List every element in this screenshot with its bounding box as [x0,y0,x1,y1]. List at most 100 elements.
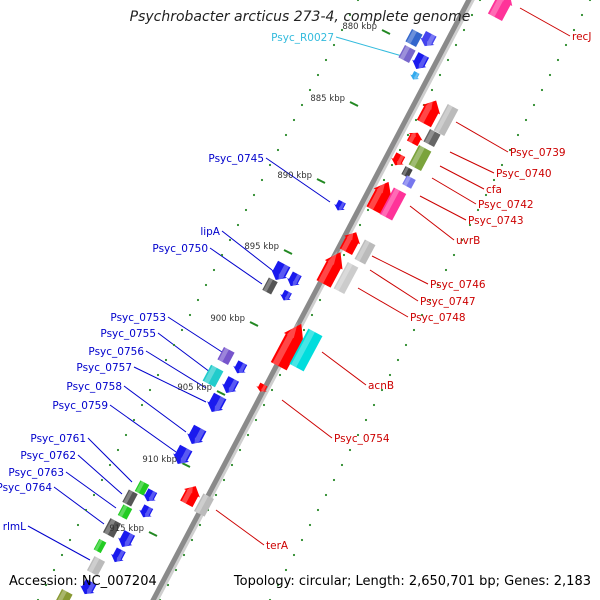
right-gene-label: Psyc_0739 [510,147,566,159]
track-dot [492,178,496,182]
track-dot [446,58,450,62]
reverse-gene [412,52,430,71]
feature-body [118,530,136,548]
feature-highlight [291,329,315,368]
track-dot [302,328,306,332]
feature-body [487,0,513,21]
track-dot [564,43,568,47]
feature-highlight [228,379,238,395]
reverse-gene [134,480,150,496]
track-dot [404,343,408,347]
leader-line [157,332,211,373]
forward-gene [180,484,200,508]
feature-body [233,360,248,374]
forward-gene [433,103,459,137]
leader-line [53,486,105,525]
feature-highlight [381,188,400,218]
feature-body [402,175,416,189]
feature-body [86,556,106,576]
feature-body [366,181,392,214]
reverse-gene [262,277,278,295]
track-dot [380,388,384,392]
reverse-gene [80,579,97,596]
left-gene-label: Psyc_0763 [8,467,64,479]
feature-body [143,488,158,502]
feature-highlight [278,264,289,282]
left-gene-label: Psyc_0745 [208,153,264,165]
track-dot [276,148,280,152]
track-dot [540,88,544,92]
track-dot [308,88,312,92]
feature-body [139,504,154,518]
track-dot [332,43,336,47]
feature-highlight [418,98,434,124]
right-gene-label: Psyc_0743 [468,215,524,227]
track-dot [324,58,328,62]
feature-body [202,364,224,388]
feature-body [287,271,302,287]
left-gene-label: Psyc_0764 [0,482,52,494]
feature-body [117,504,133,520]
reverse-gene [173,444,193,466]
feature-body [262,277,278,295]
feature-highlight [368,180,386,210]
forward-gene [401,166,413,178]
track-dot [316,508,320,512]
feature-highlight [239,362,247,375]
feature-highlight [204,365,217,384]
track-dot [364,418,368,422]
forward-gene [256,382,268,393]
track-dot [342,253,346,257]
track-dot [462,28,466,32]
feature-highlight [116,549,125,564]
leader-line [335,36,403,57]
track-dot [156,373,160,377]
forward-gene [391,152,406,167]
feature-body [194,493,214,517]
track-dot [108,463,112,467]
left-gene-label: Psyc_R0027 [271,32,334,44]
track-dot [222,478,226,482]
track-dot [468,223,472,227]
leader-line [321,351,367,386]
feature-highlight [195,494,209,514]
leader-line [439,165,485,190]
track-dot [220,253,224,257]
feature-body [80,579,97,595]
track-dot [148,388,152,392]
track-dot [444,268,448,272]
map-title: Psychrobacter arcticus 273-4, complete g… [129,9,471,25]
track-dot [366,208,370,212]
track-dot [180,328,184,332]
leader-line [133,366,207,403]
track-dot [116,448,120,452]
feature-body [217,347,235,365]
track-dot [166,583,170,587]
scale-label: 895 kbp [244,242,279,252]
scale-tick [316,178,326,184]
accession-text: Accession: NC_007204 [9,574,157,589]
track-dot [254,418,258,422]
feature-body [433,103,459,137]
feature-body [398,45,416,63]
right-gene-label: Psyc_0740 [496,168,552,180]
feature-highlight [406,29,417,44]
leader-line [369,269,419,302]
track-dot [270,388,274,392]
feature-body [122,489,138,507]
track-dot [124,433,128,437]
forward-gene [354,239,376,265]
track-dot [278,373,282,377]
track-dot [284,568,288,572]
track-dot [516,133,520,137]
leader-line [167,316,223,353]
track-dot [460,238,464,242]
feature-highlight [124,533,134,549]
track-dot [508,148,512,152]
feature-body [93,538,107,554]
feature-highlight [263,278,273,293]
reverse-gene [118,530,136,549]
scale-label: 910 kbp [142,455,177,465]
reverse-gene [410,71,420,81]
